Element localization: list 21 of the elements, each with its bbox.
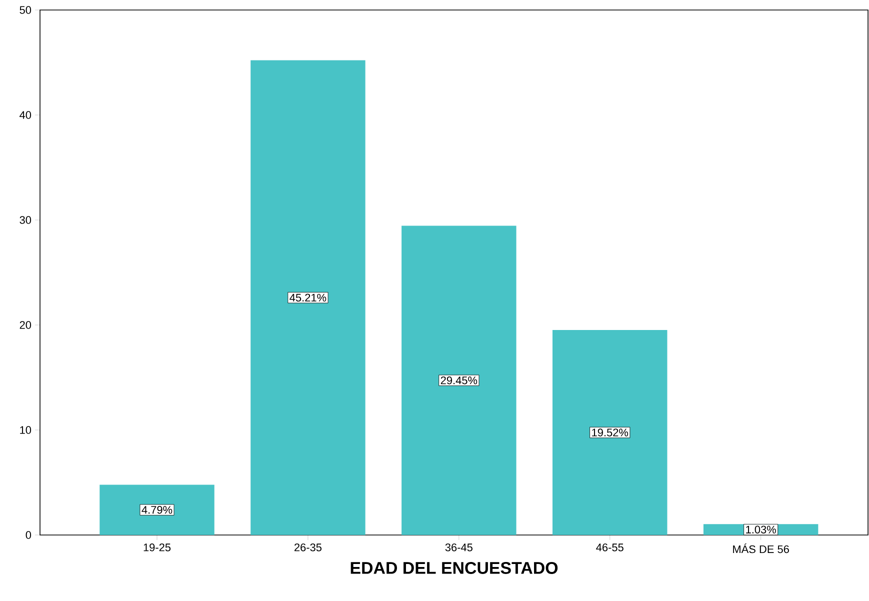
x-axis-title: EDAD DEL ENCUESTADO	[350, 562, 558, 574]
data-label: 45.21%	[290, 294, 326, 302]
y-tick-label: 10	[20, 426, 32, 434]
data-label: 1.03%	[746, 526, 776, 534]
x-tick-label: MÁS DE 56	[733, 544, 789, 554]
data-label: 19.52%	[592, 428, 628, 436]
x-tick-label: 46-55	[596, 544, 624, 552]
y-tick-label: 30	[20, 216, 32, 224]
data-label: 4.79%	[142, 506, 172, 514]
bar	[552, 330, 668, 535]
x-tick-label: 26-35	[294, 544, 322, 552]
bar	[250, 60, 366, 535]
bar	[402, 226, 516, 535]
data-label: 29.45%	[440, 376, 478, 384]
x-tick-label: 36-45	[445, 544, 472, 552]
y-tick-label: 0	[26, 531, 32, 539]
y-tick-label: 50	[20, 6, 32, 14]
bar	[100, 484, 214, 535]
x-tick-label: 19-25	[144, 544, 171, 552]
y-tick-label: 20	[20, 321, 32, 329]
y-tick-label: 40	[20, 111, 32, 119]
